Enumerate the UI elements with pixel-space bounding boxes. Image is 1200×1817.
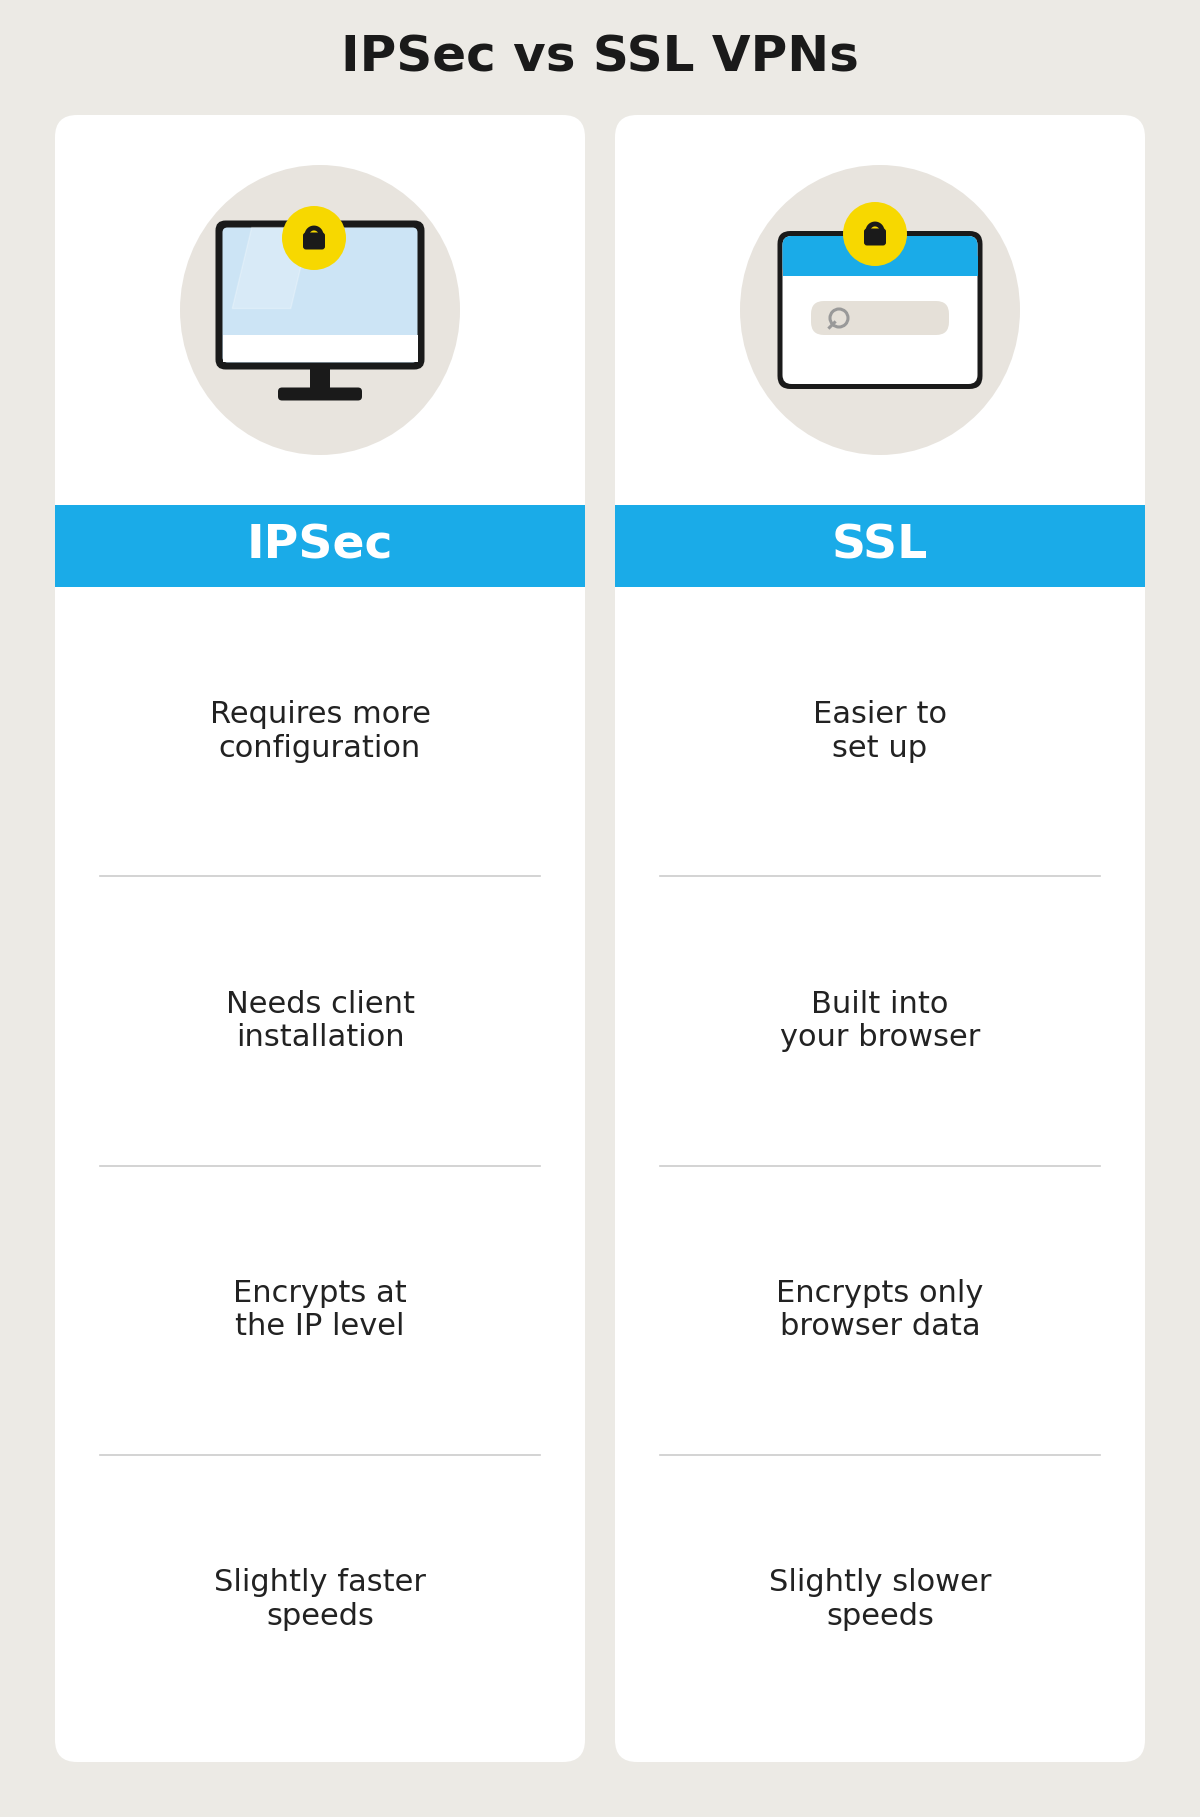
- Text: Needs client
installation: Needs client installation: [226, 990, 414, 1052]
- Text: Easier to
set up: Easier to set up: [814, 700, 947, 763]
- Text: IPSec: IPSec: [247, 523, 394, 569]
- Text: SSL: SSL: [832, 523, 928, 569]
- Bar: [310, 360, 330, 391]
- Text: Slightly faster
speeds: Slightly faster speeds: [214, 1568, 426, 1630]
- Ellipse shape: [740, 165, 1020, 454]
- FancyBboxPatch shape: [55, 114, 586, 1762]
- FancyBboxPatch shape: [864, 229, 886, 245]
- Ellipse shape: [180, 165, 460, 454]
- Text: Slightly slower
speeds: Slightly slower speeds: [769, 1568, 991, 1630]
- Text: Requires more
configuration: Requires more configuration: [210, 700, 431, 763]
- Circle shape: [842, 202, 907, 265]
- Text: Encrypts at
the IP level: Encrypts at the IP level: [233, 1279, 407, 1341]
- Bar: [55, 505, 586, 587]
- FancyBboxPatch shape: [616, 114, 1145, 1762]
- FancyBboxPatch shape: [782, 236, 978, 276]
- Bar: [616, 505, 1145, 587]
- Polygon shape: [233, 227, 311, 309]
- FancyBboxPatch shape: [216, 220, 425, 369]
- FancyBboxPatch shape: [278, 387, 362, 400]
- Bar: [782, 256, 978, 276]
- FancyBboxPatch shape: [302, 233, 325, 249]
- Text: Built into
your browser: Built into your browser: [780, 990, 980, 1052]
- FancyBboxPatch shape: [782, 236, 978, 383]
- FancyBboxPatch shape: [811, 302, 949, 334]
- FancyBboxPatch shape: [222, 227, 418, 363]
- Circle shape: [282, 205, 346, 271]
- Bar: [222, 336, 418, 363]
- Text: IPSec vs SSL VPNs: IPSec vs SSL VPNs: [341, 35, 859, 82]
- FancyBboxPatch shape: [778, 231, 983, 389]
- Text: Encrypts only
browser data: Encrypts only browser data: [776, 1279, 984, 1341]
